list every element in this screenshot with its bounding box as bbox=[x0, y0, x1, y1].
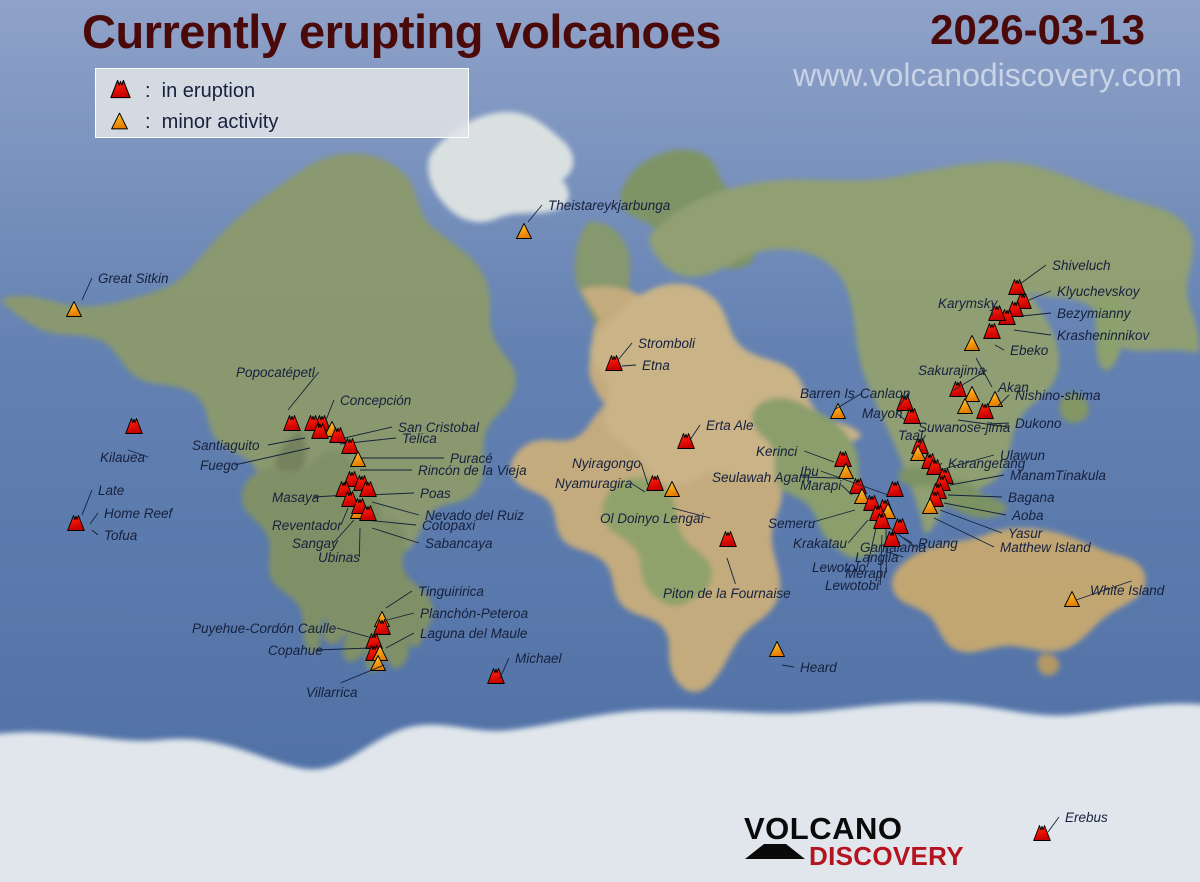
svg-text:Piton de la Fournaise: Piton de la Fournaise bbox=[663, 586, 791, 601]
svg-text:Great Sitkin: Great Sitkin bbox=[98, 271, 169, 286]
svg-text:Barren Is: Barren Is bbox=[800, 386, 855, 401]
svg-text:Heard: Heard bbox=[800, 660, 837, 675]
svg-text:Erebus: Erebus bbox=[1065, 810, 1108, 825]
svg-text:Kilauea: Kilauea bbox=[100, 450, 146, 465]
svg-text:Klyuchevskoy: Klyuchevskoy bbox=[1057, 284, 1141, 299]
svg-text:Mayon: Mayon bbox=[862, 406, 903, 421]
svg-text:Langila: Langila bbox=[855, 550, 899, 565]
svg-text:Matthew Island: Matthew Island bbox=[1000, 540, 1091, 555]
svg-text:Sakurajima: Sakurajima bbox=[918, 363, 986, 378]
svg-text:Reventador: Reventador bbox=[272, 518, 342, 533]
svg-text:Ibu: Ibu bbox=[800, 464, 819, 479]
svg-text:Masaya: Masaya bbox=[272, 490, 320, 505]
svg-text:Shiveluch: Shiveluch bbox=[1052, 258, 1111, 273]
svg-text:Erta Ale: Erta Ale bbox=[706, 418, 754, 433]
svg-text:Bagana: Bagana bbox=[1008, 490, 1055, 505]
svg-text:Bezymianny: Bezymianny bbox=[1057, 306, 1132, 321]
svg-text:Ulawun: Ulawun bbox=[1000, 448, 1045, 463]
svg-text:Planchón-Peteroa: Planchón-Peteroa bbox=[420, 606, 529, 621]
svg-text:ManamTinakula: ManamTinakula bbox=[1010, 468, 1106, 483]
svg-text:Nyiragongo: Nyiragongo bbox=[572, 456, 642, 471]
svg-text:Semeru: Semeru bbox=[768, 516, 816, 531]
svg-text:Lewotobi: Lewotobi bbox=[825, 578, 880, 593]
svg-text:Rincón de la Vieja: Rincón de la Vieja bbox=[418, 463, 527, 478]
svg-text:Krasheninnikov: Krasheninnikov bbox=[1057, 328, 1151, 343]
svg-text:Poas: Poas bbox=[420, 486, 451, 501]
svg-text:Cotopaxi: Cotopaxi bbox=[422, 518, 476, 533]
svg-text:Santiaguito: Santiaguito bbox=[192, 438, 260, 453]
svg-text:Kerinci: Kerinci bbox=[756, 444, 798, 459]
svg-text:Copahue: Copahue bbox=[268, 643, 323, 658]
svg-text:Puyehue-Cordón Caulle: Puyehue-Cordón Caulle bbox=[192, 621, 336, 636]
svg-text:Sabancaya: Sabancaya bbox=[425, 536, 493, 551]
svg-text:Canlaon: Canlaon bbox=[860, 386, 910, 401]
svg-text:Ubinas: Ubinas bbox=[318, 550, 360, 565]
svg-text:Ruang: Ruang bbox=[918, 536, 958, 551]
svg-text:Stromboli: Stromboli bbox=[638, 336, 696, 351]
svg-text:Nyamuragira: Nyamuragira bbox=[555, 476, 633, 491]
svg-text:Michael: Michael bbox=[515, 651, 563, 666]
svg-text:Dukono: Dukono bbox=[1015, 416, 1062, 431]
svg-text:Laguna del Maule: Laguna del Maule bbox=[420, 626, 527, 641]
svg-text:Villarrica: Villarrica bbox=[306, 685, 358, 700]
svg-text:Aoba: Aoba bbox=[1011, 508, 1044, 523]
svg-text:Karymsky: Karymsky bbox=[938, 296, 999, 311]
svg-text:Marapi: Marapi bbox=[800, 478, 842, 493]
svg-text:Theistareykjarbunga: Theistareykjarbunga bbox=[548, 198, 671, 213]
svg-text:Concepción: Concepción bbox=[340, 393, 411, 408]
svg-text:White Island: White Island bbox=[1090, 583, 1165, 598]
svg-text:Ol Doinyo Lengai: Ol Doinyo Lengai bbox=[600, 511, 705, 526]
svg-text:Tinguiririca: Tinguiririca bbox=[418, 584, 484, 599]
svg-text:Telica: Telica bbox=[402, 431, 437, 446]
svg-text:Tofua: Tofua bbox=[104, 528, 138, 543]
svg-text:Fuego: Fuego bbox=[200, 458, 239, 473]
svg-text:Home Reef: Home Reef bbox=[104, 506, 174, 521]
svg-text:Late: Late bbox=[98, 483, 124, 498]
svg-text:Yasur: Yasur bbox=[1008, 526, 1043, 541]
svg-text:Ebeko: Ebeko bbox=[1010, 343, 1049, 358]
svg-text:Suwanose-jima: Suwanose-jima bbox=[918, 420, 1011, 435]
svg-text:Krakatau: Krakatau bbox=[793, 536, 848, 551]
svg-text:Etna: Etna bbox=[642, 358, 670, 373]
svg-text:Nishino-shima: Nishino-shima bbox=[1015, 388, 1101, 403]
svg-text:Sangay: Sangay bbox=[292, 536, 339, 551]
svg-text:Seulawah Agam: Seulawah Agam bbox=[712, 470, 810, 485]
svg-text:Popocatépetl: Popocatépetl bbox=[236, 365, 316, 380]
